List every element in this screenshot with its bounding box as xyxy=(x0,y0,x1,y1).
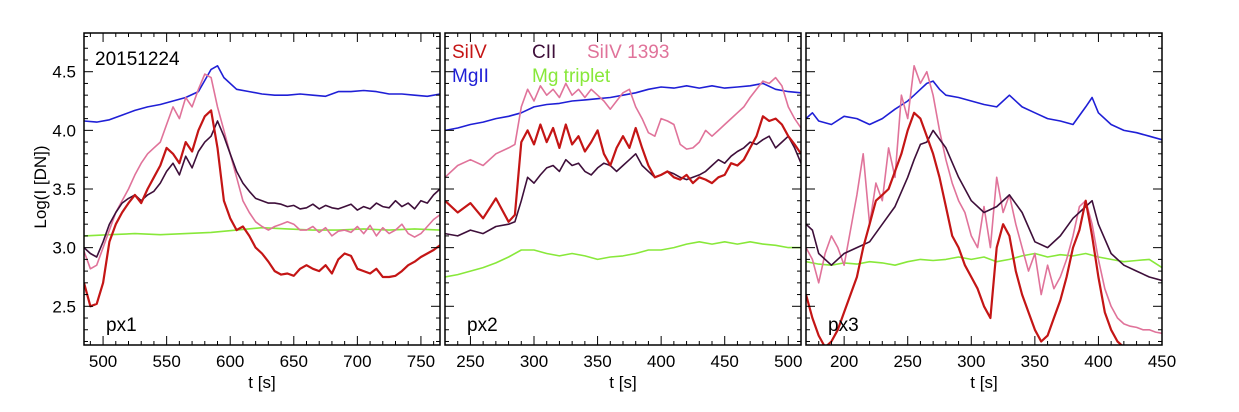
panel-px3: 200 250 300 350 400 450 t [s] px3 xyxy=(805,32,1176,392)
series-line-mgii xyxy=(84,65,440,123)
x-tick-label: 500 xyxy=(89,352,117,371)
legend: SiIV CII SiIV 1393 MgII Mg triplet xyxy=(452,42,669,87)
series-line-cii xyxy=(806,129,1162,282)
y-tick-label: 3.0 xyxy=(52,239,76,258)
legend-entry-siiv: SiIV xyxy=(452,42,487,63)
series-group xyxy=(806,65,1162,345)
series-line-siiv-1393 xyxy=(445,76,801,178)
x-tick-label: 300 xyxy=(520,352,548,371)
legend-entry-mg-triplet: Mg triplet xyxy=(532,66,611,87)
series-line-siiv-1393 xyxy=(84,73,440,270)
series-group xyxy=(445,76,801,278)
series-line-cii xyxy=(445,135,801,237)
series-line-mgii xyxy=(806,80,1162,141)
x-tick-label: 300 xyxy=(957,352,985,371)
series-line-mg-triplet xyxy=(445,241,801,278)
y-tick-label: 2.5 xyxy=(52,297,76,316)
x-tick-label: 450 xyxy=(711,352,739,371)
series-group xyxy=(84,65,440,308)
x-tick-label: 250 xyxy=(456,352,484,371)
series-line-siiv xyxy=(445,115,801,223)
x-tick-label: 350 xyxy=(1021,352,1049,371)
legend-entry-mgii: MgII xyxy=(452,66,489,87)
y-axis-label: Log(I [DN]) xyxy=(31,145,50,228)
x-axis-label: t [s] xyxy=(970,373,997,392)
series-line-siiv xyxy=(84,109,440,308)
x-tick-label: 400 xyxy=(1084,352,1112,371)
x-tick-label: 550 xyxy=(152,352,180,371)
x-axis-label: t [s] xyxy=(609,373,636,392)
x-tick-label: 400 xyxy=(647,352,675,371)
panel-label: px2 xyxy=(467,315,498,336)
x-tick-label: 600 xyxy=(216,352,244,371)
x-tick-label: 650 xyxy=(280,352,308,371)
series-line-mgii xyxy=(445,82,801,132)
x-tick-label: 750 xyxy=(407,352,435,371)
series-line-siiv xyxy=(806,111,1124,345)
y-tick-label: 3.5 xyxy=(52,180,76,199)
panel-px2: 250 300 350 400 450 500 t [s] px2 SiIV CII SiIV 13… xyxy=(444,32,802,392)
y-tick-label: 4.5 xyxy=(52,63,76,82)
panel-px1: 500 550 600 650 700 750 2.5 3.0 3.5 4.0 4.5 t [s] px… xyxy=(52,32,441,392)
series-line-mg-triplet xyxy=(806,252,1162,269)
series-line-siiv-1393 xyxy=(806,65,1162,335)
date-annotation: 20151224 xyxy=(95,49,180,70)
plot-frame xyxy=(444,32,802,346)
plot-frame xyxy=(83,32,441,346)
legend-entry-cii: CII xyxy=(532,42,556,63)
x-tick-label: 350 xyxy=(583,352,611,371)
series-line-cii xyxy=(84,120,440,258)
x-tick-label: 700 xyxy=(343,352,371,371)
x-axis-label: t [s] xyxy=(248,373,275,392)
legend-entry-siiv-1393: SiIV 1393 xyxy=(587,42,669,63)
y-tick-label: 4.0 xyxy=(52,121,76,140)
panel-label: px1 xyxy=(106,315,137,336)
x-tick-label: 450 xyxy=(1148,352,1176,371)
x-tick-label: 250 xyxy=(894,352,922,371)
panel-label: px3 xyxy=(828,315,859,336)
x-tick-label: 200 xyxy=(830,352,858,371)
x-tick-label: 500 xyxy=(774,352,802,371)
